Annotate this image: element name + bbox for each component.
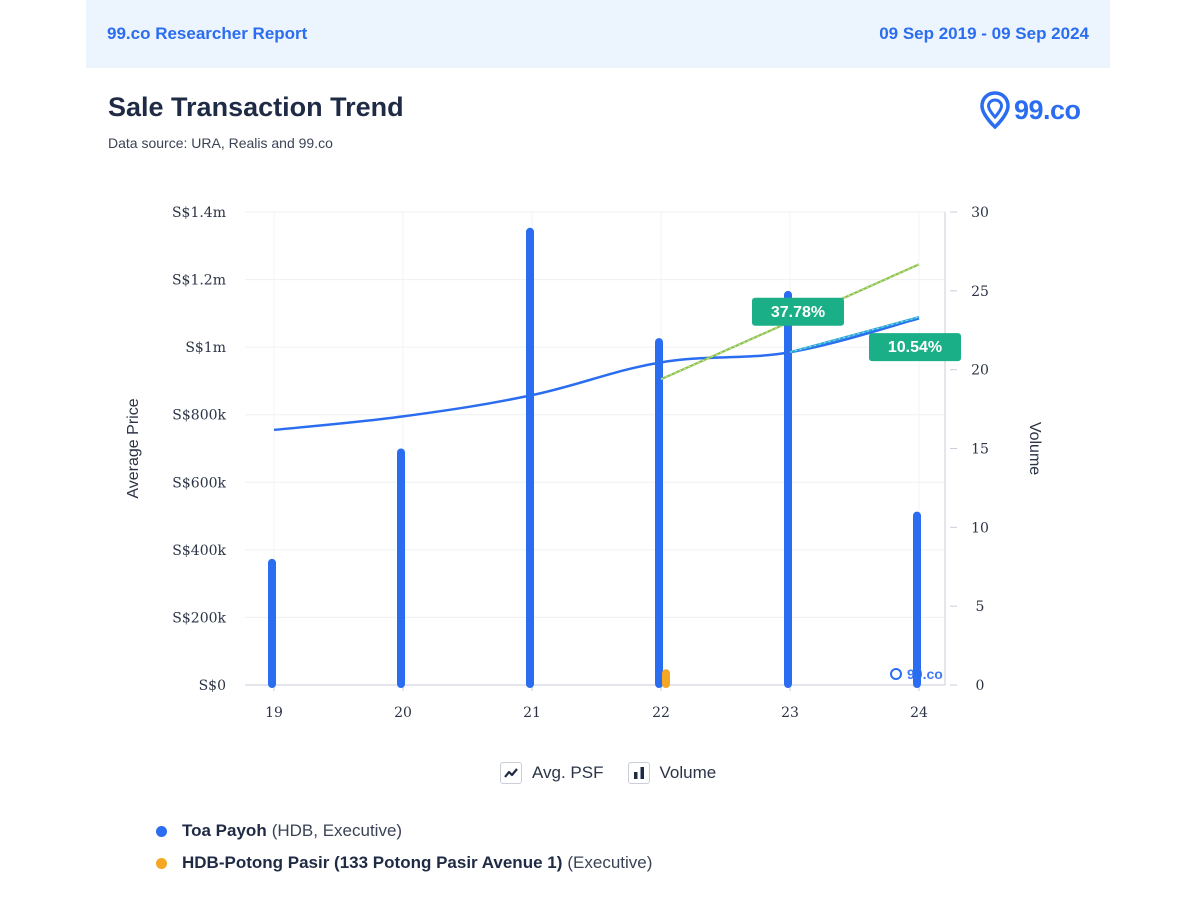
report-header: 99.co Researcher Report 09 Sep 2019 - 09… bbox=[86, 0, 1110, 68]
x-tick-label: 24 bbox=[910, 705, 928, 721]
chart-title: Sale Transaction Trend bbox=[108, 92, 404, 122]
series-legend-item: Toa Payoh (HDB, Executive) bbox=[156, 815, 652, 847]
trend-badge-label: 10.54% bbox=[888, 339, 942, 356]
series-name: HDB-Potong Pasir (133 Potong Pasir Avenu… bbox=[182, 853, 563, 872]
x-tick-label: 23 bbox=[781, 705, 799, 721]
x-tick-label: 21 bbox=[523, 705, 541, 721]
y-right-tick-label: 30 bbox=[971, 205, 989, 221]
y-left-tick-label: S$1.2m bbox=[172, 273, 226, 289]
series-legend: Toa Payoh (HDB, Executive) HDB-Potong Pa… bbox=[156, 815, 652, 879]
logo-text: 99.co bbox=[1014, 94, 1081, 125]
legend-volume[interactable]: Volume bbox=[627, 762, 717, 784]
trend-badge bbox=[869, 333, 961, 362]
avg-price-line bbox=[273, 317, 920, 432]
chart-subtitle: Data source: URA, Realis and 99.co bbox=[108, 135, 333, 151]
y-right-tick-label: 5 bbox=[976, 599, 985, 615]
legend-volume-label: Volume bbox=[659, 763, 717, 782]
trend-badge-label: 37.78% bbox=[771, 304, 825, 321]
y-left-tick-label: S$200k bbox=[172, 610, 226, 626]
trend-badge bbox=[752, 297, 844, 326]
x-tick-label: 22 bbox=[652, 705, 670, 721]
chart-watermark: 99.co bbox=[907, 666, 943, 682]
y-left-axis-title: Average Price bbox=[125, 398, 142, 498]
y-right-tick-label: 25 bbox=[971, 284, 989, 300]
y-left-tick-label: S$600k bbox=[172, 475, 226, 491]
y-right-axis-title: Volume bbox=[1026, 422, 1043, 475]
x-tick-label: 19 bbox=[265, 705, 283, 721]
legend-avg-psf-label: Avg. PSF bbox=[532, 763, 604, 782]
line-chart-icon bbox=[500, 762, 522, 784]
watermark-pin-icon bbox=[890, 668, 902, 680]
series-detail: (HDB, Executive) bbox=[271, 821, 403, 840]
trend-line-dash bbox=[789, 316, 920, 353]
series-color-dot bbox=[156, 857, 167, 869]
series-name: Toa Payoh bbox=[182, 821, 267, 840]
y-right-tick-label: 10 bbox=[971, 520, 989, 536]
y-right-tick-label: 20 bbox=[971, 363, 989, 379]
y-right-tick-label: 15 bbox=[971, 442, 989, 458]
bar-chart-icon bbox=[627, 762, 650, 784]
y-left-tick-label: S$0 bbox=[199, 678, 226, 694]
sale-transaction-chart: S$0 S$200k S$400k S$600k S$800k S$1m S$1.2m S$1… bbox=[125, 205, 1043, 721]
chart-legend: Avg. PSF Volume bbox=[500, 762, 740, 784]
report-date-range: 09 Sep 2019 - 09 Sep 2024 bbox=[879, 24, 1089, 43]
y-left-tick-label: S$1.4m bbox=[172, 205, 226, 221]
series-detail: (Executive) bbox=[567, 853, 653, 872]
report-title: 99.co Researcher Report bbox=[107, 24, 308, 43]
y-left-tick-label: S$800k bbox=[172, 408, 226, 424]
y-left-tick-label: S$1m bbox=[185, 340, 226, 356]
series-color-dot bbox=[156, 825, 167, 837]
map-pin-icon bbox=[980, 91, 1010, 129]
y-right-tick-label: 0 bbox=[976, 678, 985, 694]
y-left-tick-label: S$400k bbox=[172, 543, 226, 559]
x-tick-label: 20 bbox=[394, 705, 412, 721]
brand-logo: 99.co bbox=[980, 90, 1081, 130]
legend-avg-psf[interactable]: Avg. PSF bbox=[500, 762, 604, 784]
series-legend-item: HDB-Potong Pasir (133 Potong Pasir Avenu… bbox=[156, 847, 652, 879]
